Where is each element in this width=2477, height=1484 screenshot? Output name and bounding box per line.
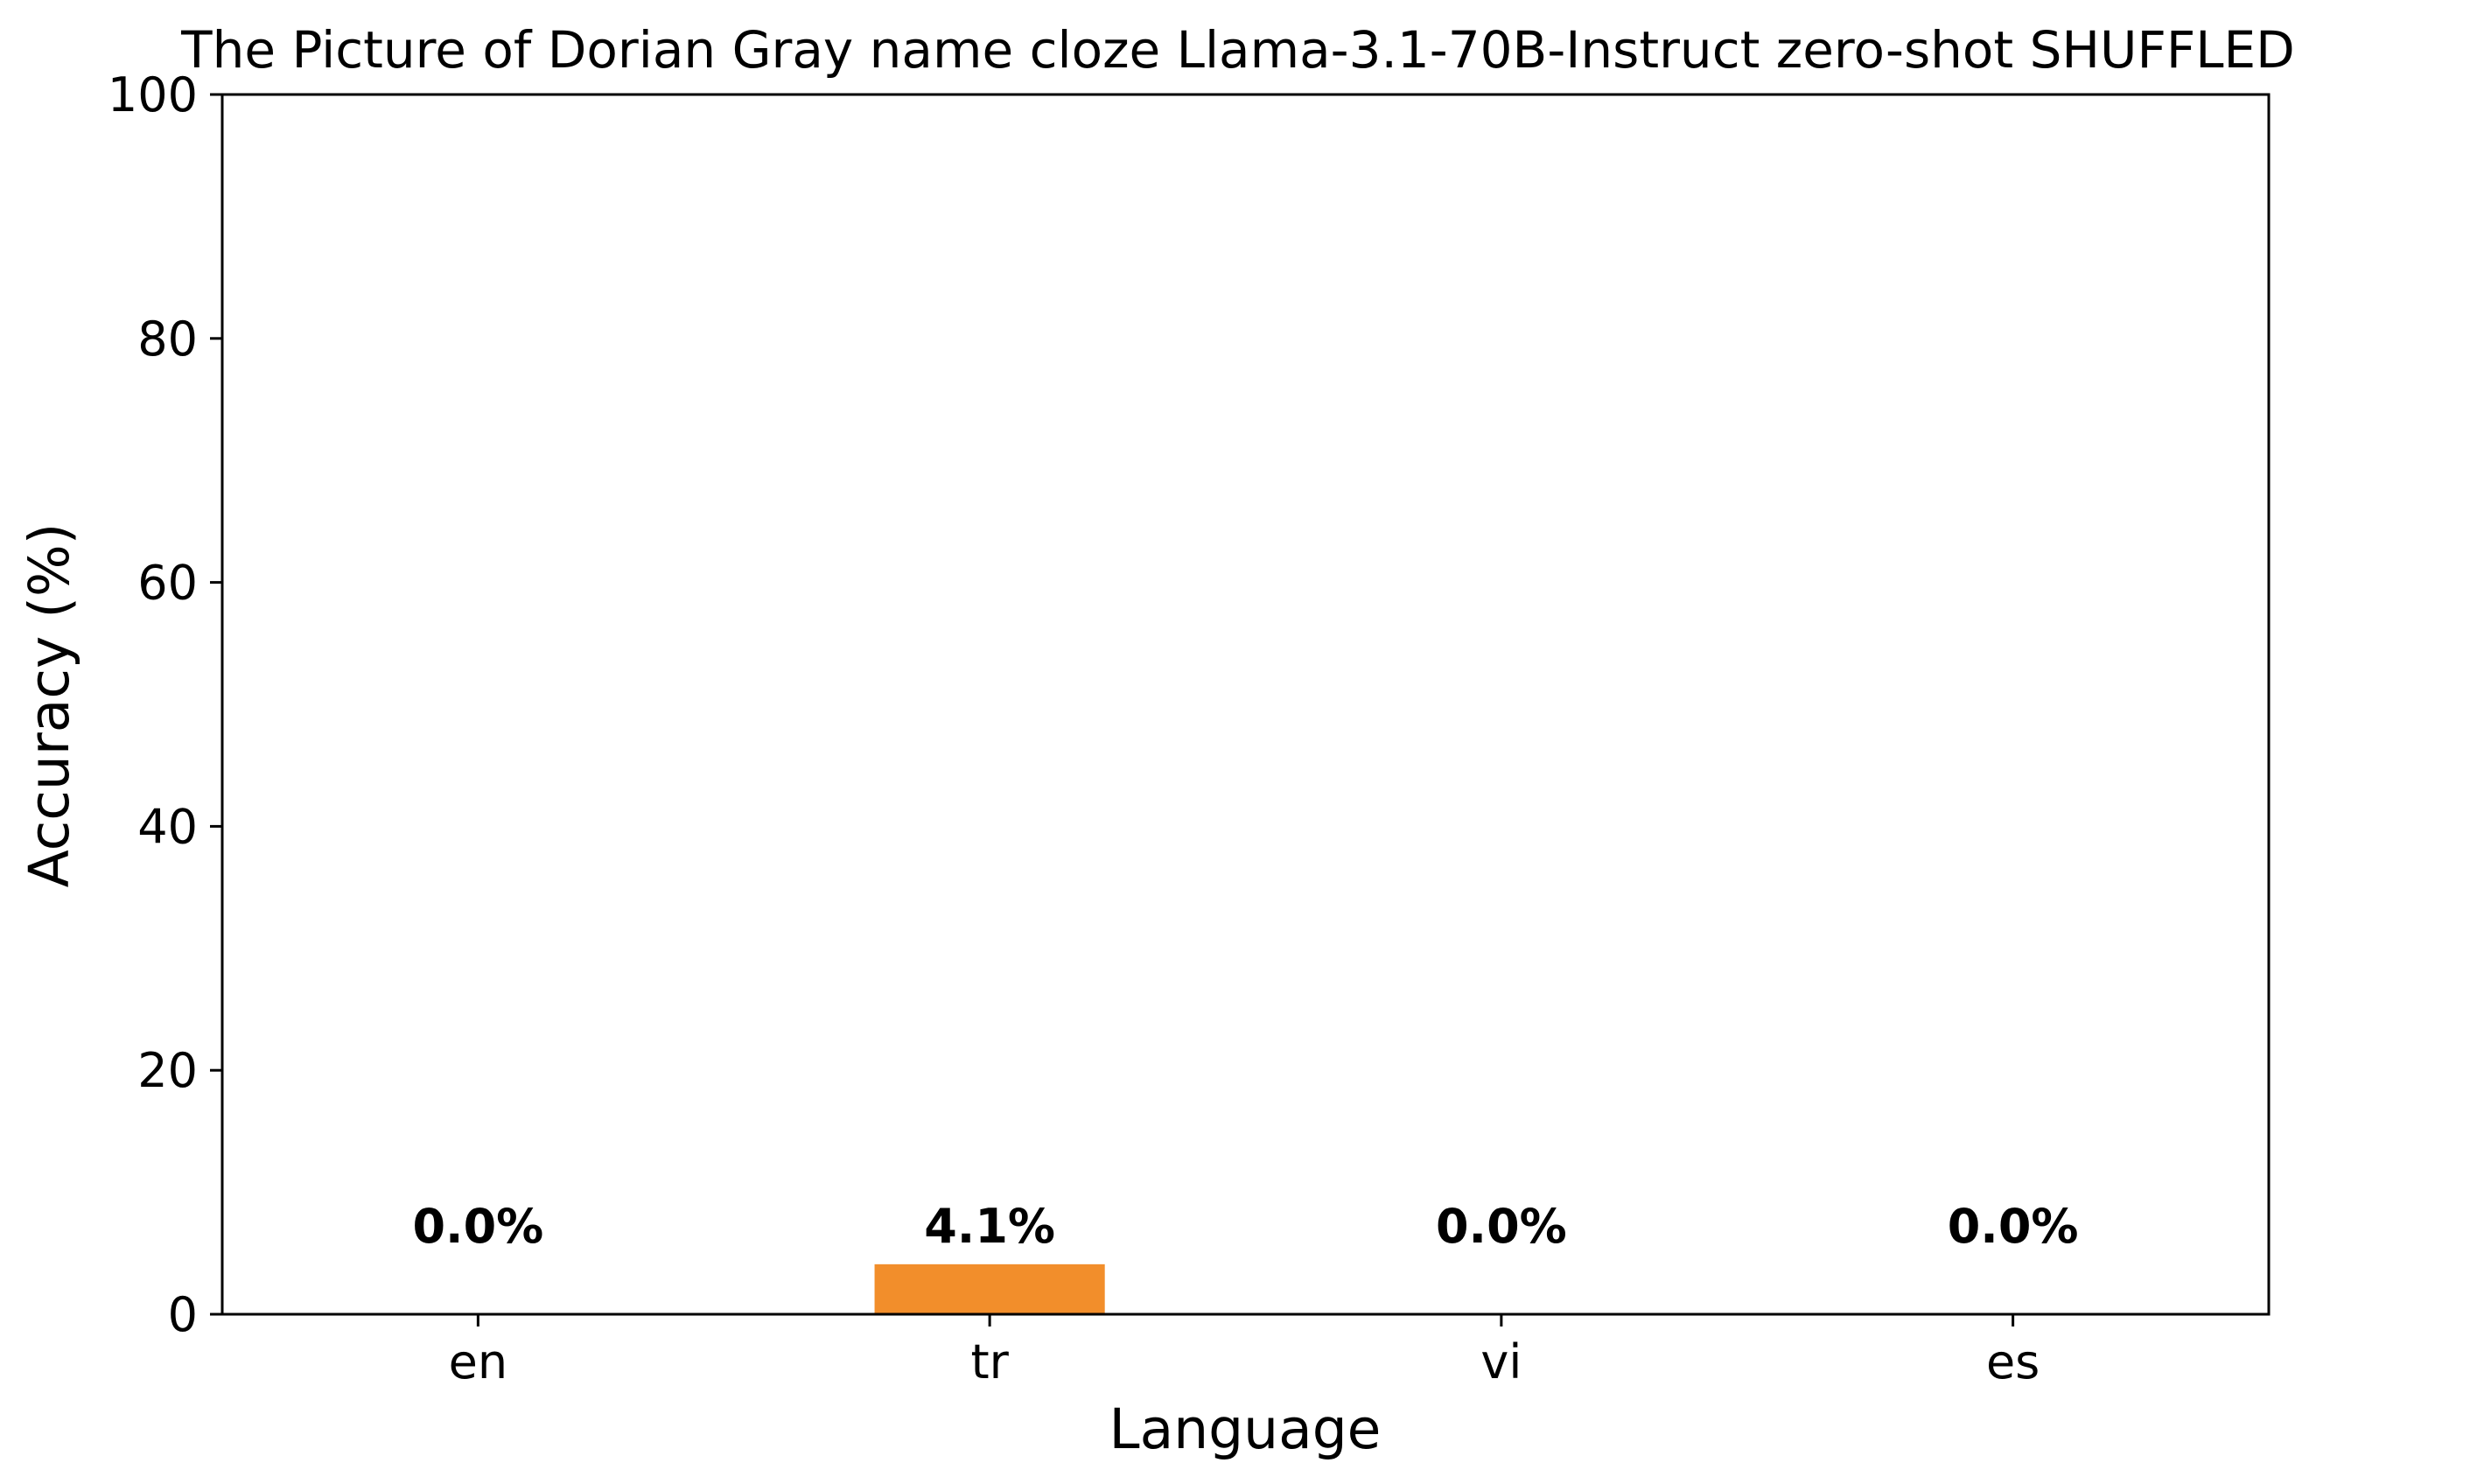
- y-tick-label-40: 40: [137, 799, 198, 854]
- value-label-vi: 0.0%: [1436, 1199, 1567, 1254]
- y-tick-label-80: 80: [137, 312, 198, 367]
- x-tick-label-en: en: [449, 1334, 507, 1390]
- x-tick-label-vi: vi: [1480, 1334, 1522, 1390]
- bar-tr: [874, 1264, 1105, 1314]
- x-ticks-layer: en tr vi es: [449, 1314, 2040, 1390]
- bars-layer: [874, 1264, 1105, 1314]
- value-labels-layer: 0.0% 4.1% 0.0% 0.0%: [412, 1199, 2078, 1254]
- x-tick-label-es: es: [1986, 1334, 2040, 1390]
- y-tick-label-60: 60: [137, 556, 198, 611]
- x-axis-label: Language: [1109, 1397, 1382, 1461]
- value-label-en: 0.0%: [412, 1199, 543, 1254]
- y-tick-label-100: 100: [108, 67, 198, 122]
- y-tick-label-20: 20: [137, 1043, 198, 1098]
- chart-title: The Picture of Dorian Gray name cloze Ll…: [180, 20, 2295, 80]
- y-tick-label-0: 0: [168, 1287, 198, 1342]
- x-tick-label-tr: tr: [970, 1334, 1009, 1390]
- plot-frame: [220, 93, 2271, 1316]
- y-axis-label: Accuracy (%): [17, 523, 81, 888]
- value-label-es: 0.0%: [1948, 1199, 2079, 1254]
- value-label-tr: 4.1%: [924, 1199, 1055, 1254]
- y-ticks-layer: 0 20 40 60 80 100: [108, 67, 222, 1342]
